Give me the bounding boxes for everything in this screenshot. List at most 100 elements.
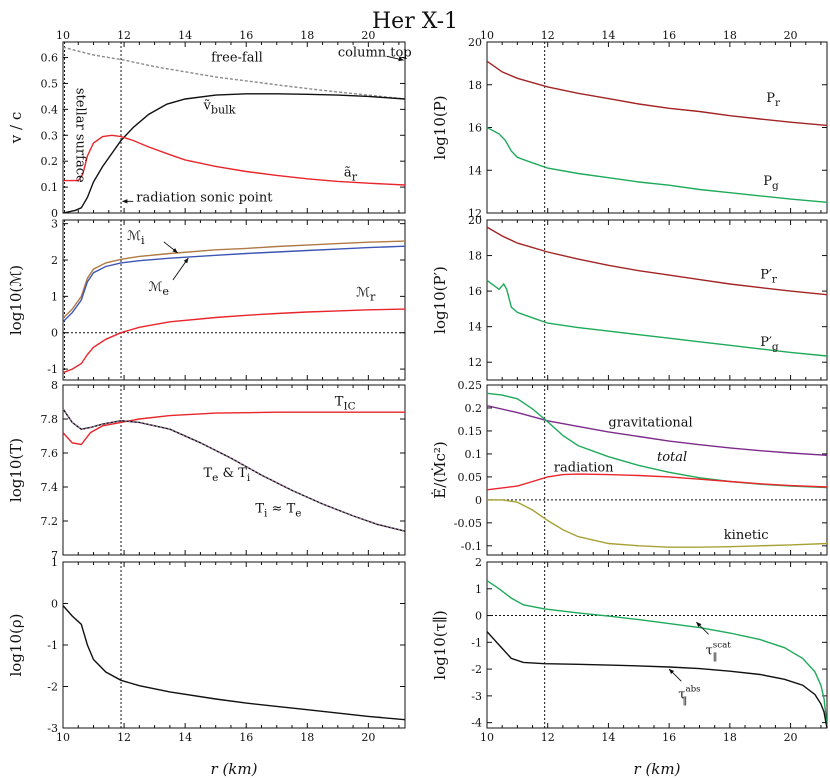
y-tick-label: 1 bbox=[51, 290, 58, 303]
y-tick-label: 7 bbox=[51, 549, 58, 562]
y-tick-label: -1 bbox=[47, 363, 58, 376]
x-tick-label: 20 bbox=[784, 29, 798, 42]
panel-frame bbox=[486, 561, 828, 729]
x-tick-label: 12 bbox=[541, 731, 555, 744]
y-tick-label: -0.1 bbox=[461, 540, 482, 553]
y-tick-label: 0 bbox=[51, 598, 58, 611]
y-axis-label: v / c bbox=[7, 112, 25, 144]
y-tick-label: 0 bbox=[475, 494, 482, 507]
y-tick-label: -1 bbox=[47, 639, 58, 652]
x-tick-label: 16 bbox=[239, 731, 253, 744]
y-tick-label: 8 bbox=[51, 379, 58, 392]
annotation-energy-2: radiation bbox=[554, 460, 614, 475]
annotation-arrow bbox=[172, 257, 189, 281]
annotation-optical_depth-0: τscat ∥ bbox=[706, 640, 732, 663]
y-tick-label: 3 bbox=[51, 218, 58, 231]
y-tick-label: 1 bbox=[475, 583, 482, 596]
y-axis-label: log10(ρ) bbox=[7, 613, 25, 676]
series-t-i-overlay bbox=[62, 408, 406, 532]
y-tick-label: -1 bbox=[471, 636, 482, 649]
annotation-pressure_prime-1: P′g bbox=[760, 335, 779, 353]
y-tick-label: 18 bbox=[468, 79, 482, 92]
y-tick-label: 0.05 bbox=[458, 471, 483, 484]
series-a-r bbox=[63, 134, 406, 186]
annotation-pressure-1: Pg bbox=[763, 174, 779, 192]
x-tick-label: 14 bbox=[178, 29, 192, 42]
y-tick-label: 12 bbox=[468, 356, 482, 369]
annotation-arrow bbox=[163, 241, 178, 254]
x-tick-label: 14 bbox=[178, 731, 192, 744]
y-tick-label: 7.4 bbox=[41, 481, 59, 494]
y-axis-label: log10(P′) bbox=[431, 266, 449, 334]
series-m-i bbox=[62, 240, 406, 319]
y-tick-label: -0.05 bbox=[454, 517, 482, 530]
annotation-mach-0: ℳi bbox=[127, 229, 145, 247]
x-tick-label: 12 bbox=[117, 29, 131, 42]
panel-frame bbox=[486, 219, 828, 381]
annotation-energy-0: gravitational bbox=[608, 415, 692, 430]
y-tick-label: 0.15 bbox=[458, 425, 483, 438]
y-axis-label: log10(P) bbox=[431, 95, 449, 159]
x-tick-label: 16 bbox=[662, 29, 676, 42]
x-tick-label: 18 bbox=[723, 29, 737, 42]
annotation-velocity-2: column top bbox=[338, 45, 412, 60]
annotation-velocity-1: free-fall bbox=[211, 50, 263, 65]
y-tick-label: 18 bbox=[468, 250, 482, 263]
y-axis-label: log10(τ∥) bbox=[431, 610, 449, 679]
series-m-r bbox=[62, 308, 406, 374]
series-rho bbox=[62, 605, 406, 721]
x-tick-label: 18 bbox=[300, 29, 314, 42]
series-total bbox=[486, 392, 828, 489]
y-tick-label: -2 bbox=[471, 663, 482, 676]
y-tick-label: 0 bbox=[51, 327, 58, 340]
y-tick-label: -4 bbox=[471, 717, 482, 730]
x-tick-label: 20 bbox=[361, 731, 375, 744]
annotation-optical_depth-1: τabs ∥ bbox=[678, 685, 700, 708]
series-tau-abs bbox=[486, 631, 828, 729]
y-tick-label: 1 bbox=[51, 556, 58, 569]
panel-energy: -0.1 -0.05 0 0.05 0.1 0.15 0.2 0.25 Ė/(Ṁc²) gravi… bbox=[431, 379, 828, 556]
series-gravitational bbox=[486, 405, 828, 456]
annotation-arrow bbox=[696, 621, 709, 635]
annotation-temperature-1: Te & Ti bbox=[203, 466, 250, 484]
x-tick-label: 20 bbox=[784, 731, 798, 744]
y-axis-label: log10(ℳ) bbox=[7, 265, 25, 335]
panel-density: 10 12 14 16 18 20 -3 -2 -1 0 1 log10(ρ) bbox=[7, 556, 406, 744]
annotation-pressure_prime-0: P′r bbox=[760, 268, 778, 286]
y-tick-label: 0.25 bbox=[458, 379, 483, 392]
y-axis-label: log10(T) bbox=[7, 438, 25, 502]
y-tick-label: 7.6 bbox=[41, 447, 59, 460]
panel-velocity: 10 12 14 16 18 20 0 0.1 0.2 0.3 0.4 0.5 0.6 v / c stel… bbox=[7, 29, 412, 220]
series-radiation bbox=[486, 473, 828, 491]
annotation-velocity-3: radiation sonic point bbox=[136, 190, 273, 205]
y-tick-label: -3 bbox=[47, 722, 58, 735]
panel-pressure: 10 12 14 16 18 20 12 14 16 18 20 log10(P) Pr Pg bbox=[431, 29, 828, 220]
panel-frame bbox=[62, 384, 406, 556]
x-tick-label: 16 bbox=[662, 731, 676, 744]
x-tick-label: 14 bbox=[601, 731, 615, 744]
y-tick-label: 0.1 bbox=[41, 181, 59, 194]
x-tick-label: 18 bbox=[723, 731, 737, 744]
series-p-r bbox=[486, 226, 828, 296]
panel-frame bbox=[62, 41, 406, 214]
y-tick-label: 0 bbox=[475, 610, 482, 623]
annotation-velocity-4: ṽbulk bbox=[202, 98, 235, 116]
y-tick-label: 14 bbox=[468, 321, 482, 334]
y-tick-label: 2 bbox=[51, 254, 58, 267]
annotation-mach-2: ℳr bbox=[356, 285, 376, 303]
y-tick-label: -2 bbox=[47, 681, 58, 694]
annotation-temperature-2: Ti ≈ Te bbox=[255, 502, 301, 520]
annotation-pressure-0: Pr bbox=[766, 91, 781, 109]
annotation-velocity-0: stellar surface bbox=[73, 88, 88, 183]
y-tick-label: 20 bbox=[468, 36, 482, 49]
y-tick-label: 7.2 bbox=[41, 515, 59, 528]
panel-frame bbox=[62, 561, 406, 729]
x-tick-label: 12 bbox=[541, 29, 555, 42]
y-tick-label: 12 bbox=[468, 207, 482, 220]
x-tick-label: 12 bbox=[117, 731, 131, 744]
x-axis-label-1: r (km) bbox=[211, 760, 258, 778]
y-tick-label: 16 bbox=[468, 285, 482, 298]
y-tick-label: 14 bbox=[468, 164, 482, 177]
y-tick-label: 0.6 bbox=[41, 52, 59, 65]
